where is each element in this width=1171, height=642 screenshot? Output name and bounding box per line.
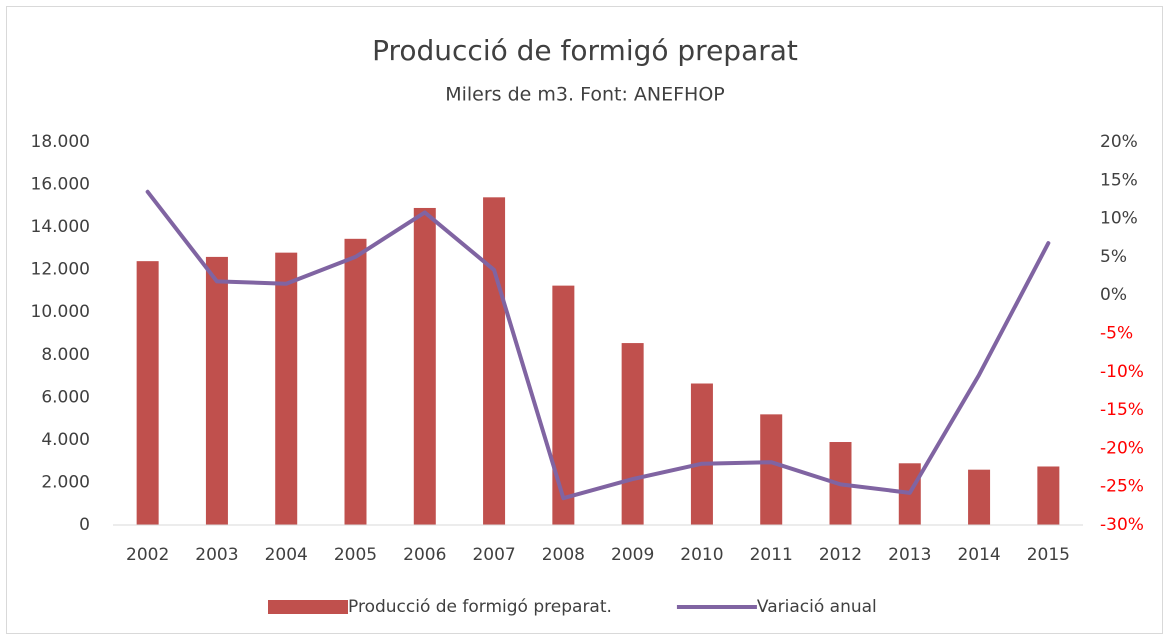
y2-tick-label: -30%: [1100, 515, 1144, 535]
y2-tick-label: 0%: [1100, 285, 1127, 305]
x-tick-label: 2008: [542, 545, 585, 565]
bar: [1037, 466, 1060, 525]
y2-tick-label: 10%: [1100, 209, 1138, 229]
y2-tick-label: 20%: [1100, 132, 1138, 152]
x-tick-label: 2007: [472, 545, 515, 565]
x-tick-label: 2005: [334, 545, 377, 565]
x-tick-label: 2003: [195, 545, 238, 565]
legend-label: Producció de formigó preparat.: [348, 597, 612, 617]
legend-label: Variació anual: [757, 597, 877, 617]
bar: [552, 285, 575, 525]
y-tick-label: 10.000: [31, 302, 90, 322]
y2-tick-label: -10%: [1100, 362, 1144, 382]
chart-border: [6, 6, 1163, 634]
bar: [344, 238, 367, 525]
x-tick-label: 2009: [611, 545, 654, 565]
bar: [483, 197, 506, 526]
line: [145, 189, 1051, 501]
y2-tick-label: -5%: [1100, 324, 1133, 344]
y-tick-label: 14.000: [31, 217, 90, 237]
y2-tick-label: -15%: [1100, 400, 1144, 420]
y-tick-label: 2.000: [41, 472, 90, 492]
bar: [205, 256, 228, 525]
y-tick-label: 8.000: [41, 345, 90, 365]
x-tick-label: 2012: [819, 545, 862, 565]
bar: [760, 414, 783, 525]
x-tick-label: 2010: [680, 545, 723, 565]
y2-tick-label: -25%: [1100, 477, 1144, 497]
x-tick-label: 2011: [750, 545, 793, 565]
bar: [621, 343, 644, 525]
y-tick-label: 0: [79, 515, 90, 535]
x-tick-label: 2004: [265, 545, 308, 565]
y-tick-label: 12.000: [31, 260, 90, 280]
y2-tick-label: 5%: [1100, 247, 1127, 267]
x-tick-label: 2002: [126, 545, 169, 565]
bar: [968, 469, 991, 525]
x-tick-label: 2014: [957, 545, 1000, 565]
y-tick-label: 6.000: [41, 387, 90, 407]
x-tick-label: 2006: [403, 545, 446, 565]
bar: [136, 261, 159, 525]
y-tick-label: 16.000: [31, 175, 90, 195]
x-tick-label: 2015: [1027, 545, 1070, 565]
legend-swatch: [268, 600, 348, 614]
chart-title: Producció de formigó preparat: [372, 34, 798, 67]
chart-subtitle: Milers de m3. Font: ANEFHOP: [445, 84, 725, 106]
bar: [413, 207, 436, 525]
x-tick-label: 2013: [888, 545, 931, 565]
y-tick-label: 4.000: [41, 430, 90, 450]
y2-tick-label: -20%: [1100, 438, 1144, 458]
bar: [690, 383, 713, 525]
y2-tick-label: 15%: [1100, 170, 1138, 190]
y-tick-label: 18.000: [31, 132, 90, 152]
bar: [275, 252, 298, 525]
